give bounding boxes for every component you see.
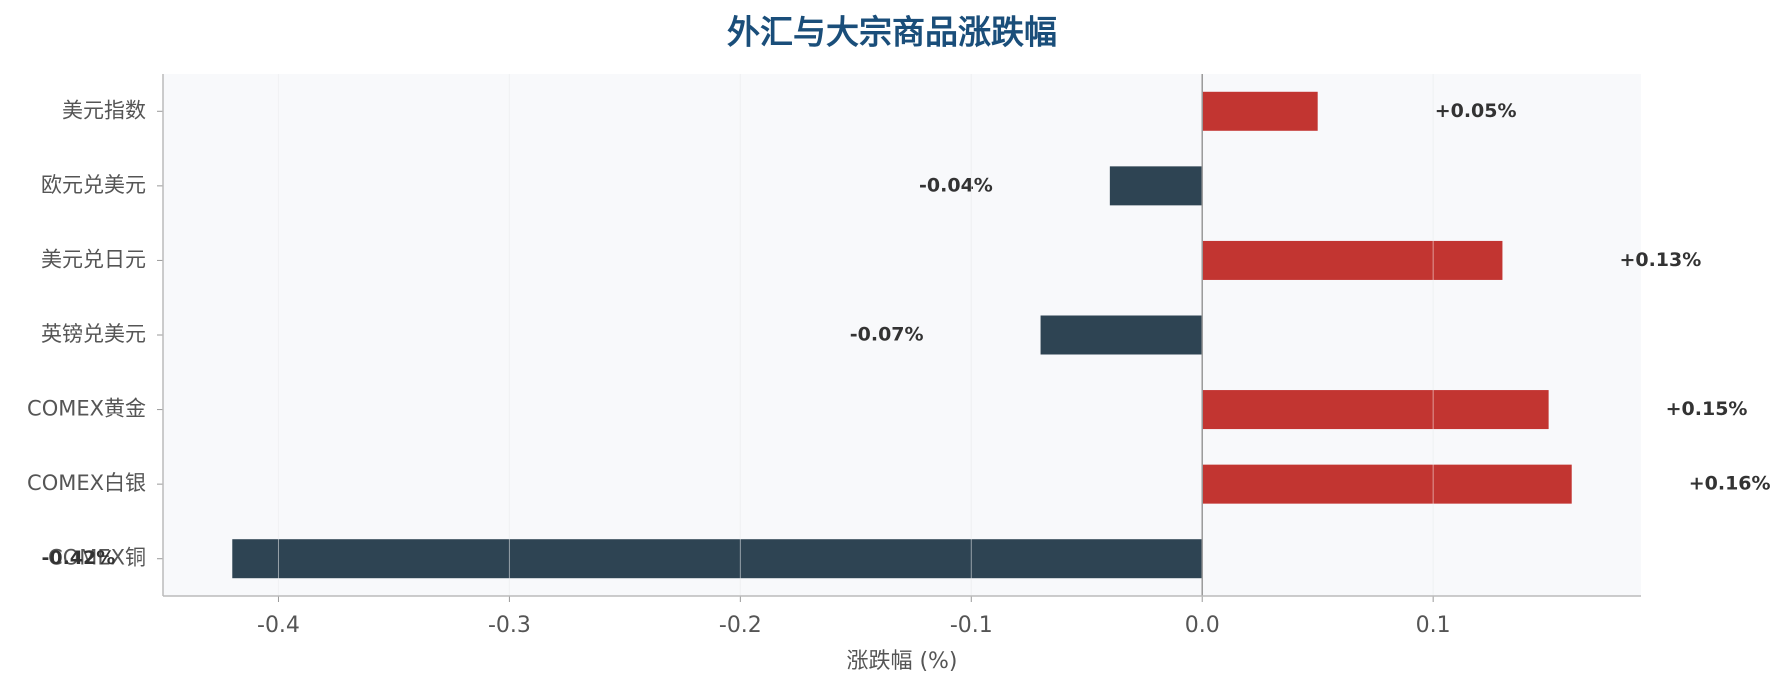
y-tick-label: 英镑兑美元: [41, 322, 146, 346]
x-axis-label: 涨跌幅 (%): [846, 649, 957, 674]
x-tick-label: -0.3: [488, 613, 531, 638]
bar: [1202, 240, 1503, 280]
bar: [1202, 91, 1318, 131]
value-label: -0.04%: [919, 174, 993, 196]
value-label: +0.16%: [1689, 473, 1771, 495]
bar: [1109, 166, 1203, 206]
bar: [1202, 464, 1572, 504]
bar: [1040, 315, 1203, 355]
x-tick-label: -0.1: [950, 613, 993, 638]
y-tick-label: COMEX黄金: [27, 397, 146, 421]
x-tick-label: 0.0: [1185, 613, 1220, 638]
chart-title: 外汇与大宗商品涨跌幅: [727, 13, 1057, 52]
y-tick-label: 美元指数: [62, 98, 146, 122]
x-tick-label: 0.1: [1416, 613, 1451, 638]
y-tick-label: COMEX铜: [48, 546, 146, 570]
value-label: +0.05%: [1435, 100, 1517, 122]
y-tick-label: 美元兑日元: [41, 247, 146, 271]
value-label: -0.42%: [41, 547, 115, 569]
value-label: +0.13%: [1619, 249, 1701, 271]
bar: [1202, 390, 1549, 430]
y-tick-label: 欧元兑美元: [41, 173, 146, 197]
value-label: -0.07%: [850, 324, 924, 346]
x-tick-label: -0.2: [719, 613, 762, 638]
y-tick-label: COMEX白银: [27, 471, 146, 495]
x-tick-label: -0.4: [257, 613, 300, 638]
plot-area: [163, 74, 1641, 596]
value-label: +0.15%: [1666, 398, 1748, 420]
bar: [232, 539, 1203, 579]
